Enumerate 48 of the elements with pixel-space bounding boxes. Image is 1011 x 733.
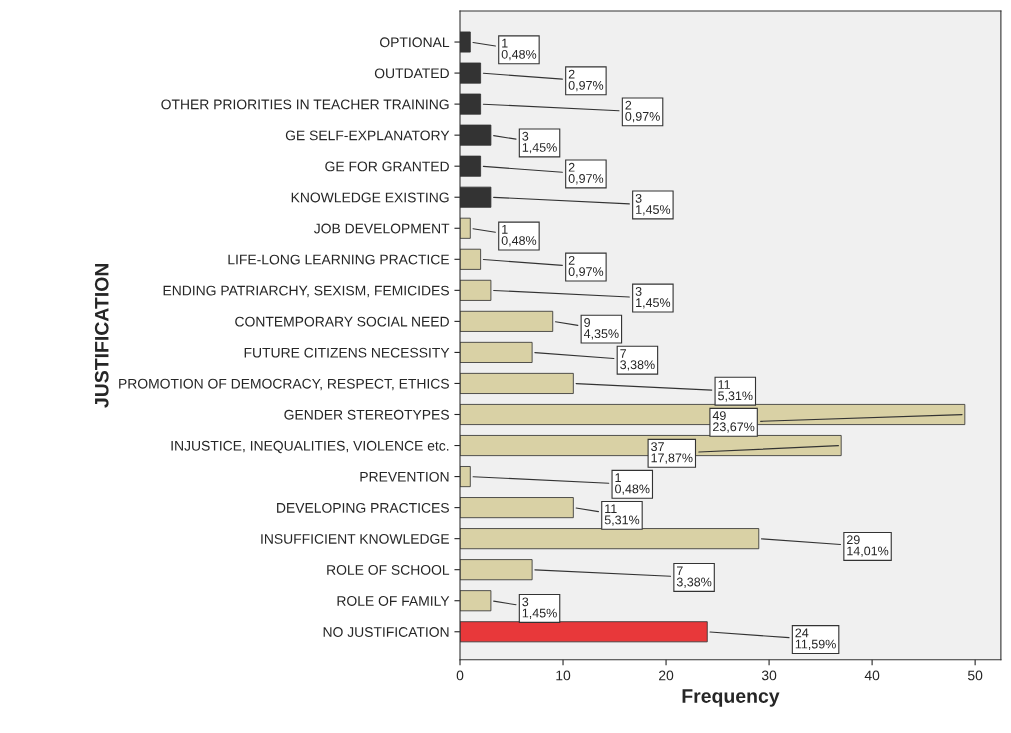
y-tick-label: INJUSTICE, INEQUALITIES, VIOLENCE etc. xyxy=(171,440,449,454)
data-label: 2 0,97% xyxy=(625,100,660,123)
x-axis-title: Frequency xyxy=(682,689,780,707)
data-label: 7 3,38% xyxy=(620,349,655,371)
data-label: 9 4,35% xyxy=(583,318,619,340)
data-label: 1 0,48% xyxy=(501,38,537,61)
x-tick-label: 40 xyxy=(864,670,880,681)
x-tick-label: 50 xyxy=(967,670,983,681)
data-label: 2 0,97% xyxy=(568,69,604,92)
y-tick-label: PREVENTION xyxy=(360,471,449,482)
y-tick-label: JOB DEVELOPMENT xyxy=(313,223,450,234)
y-tick-label: NO JUSTIFICATION xyxy=(323,627,449,637)
data-label: 3 1,45% xyxy=(635,193,671,216)
data-label: 3 1,45% xyxy=(635,287,671,309)
data-label: 2 0,97% xyxy=(568,255,604,278)
y-tick-label: LIFE-LONG LEARNING PRACTICE xyxy=(228,254,449,265)
y-tick-label: ROLE OF SCHOOL xyxy=(327,565,450,575)
data-label: 1 0,48% xyxy=(615,473,650,495)
data-label: 49 23,67% xyxy=(712,411,755,433)
data-label: 1 0,48% xyxy=(501,225,537,247)
x-tick-label: 0 xyxy=(456,670,464,681)
data-label: 11 5,31% xyxy=(718,380,753,402)
data-label: 37 17,87% xyxy=(651,442,693,464)
y-tick-label: ROLE OF FAMILY xyxy=(337,596,450,606)
data-label: 24 11,59% xyxy=(795,628,836,650)
x-tick-label: 30 xyxy=(761,670,777,681)
x-tick-label: 10 xyxy=(556,670,571,681)
y-tick-label: GE FOR GRANTED xyxy=(325,161,449,172)
y-tick-label: KNOWLEDGE EXISTING xyxy=(291,192,449,203)
y-tick-label: OPTIONAL xyxy=(380,37,450,48)
data-label: 3 1,45% xyxy=(522,131,557,154)
y-tick-label: GE SELF-EXPLANATORY xyxy=(285,130,450,141)
y-tick-label: DEVELOPING PRACTICES xyxy=(277,502,449,513)
y-tick-label: INSUFFICIENT KNOWLEDGE xyxy=(261,533,449,544)
y-tick-label: PROMOTION OF DEMOCRACY, RESPECT, ETHICS xyxy=(119,378,449,391)
data-label: 3 1,45% xyxy=(522,597,557,619)
data-label: 2 0,97% xyxy=(568,162,604,185)
y-tick-label: GENDER STEREOTYPES xyxy=(284,409,449,420)
data-label: 11 5,31% xyxy=(604,504,640,526)
y-tick-label: OUTDATED xyxy=(374,68,449,79)
data-label: 29 14,01% xyxy=(846,535,889,557)
data-label: 7 3,38% xyxy=(676,566,712,588)
y-tick-label: ENDING PATRIARCHY, SEXISM, FEMICIDES xyxy=(163,285,449,298)
y-tick-label: OTHER PRIORITIES IN TEACHER TRAINING xyxy=(161,99,449,110)
y-tick-label: FUTURE CITIZENS NECESSITY xyxy=(244,347,450,358)
x-tick-label: 20 xyxy=(659,670,674,681)
y-axis-title: JUSTIFICATION xyxy=(94,263,109,408)
y-tick-label: CONTEMPORARY SOCIAL NEED xyxy=(235,316,449,327)
